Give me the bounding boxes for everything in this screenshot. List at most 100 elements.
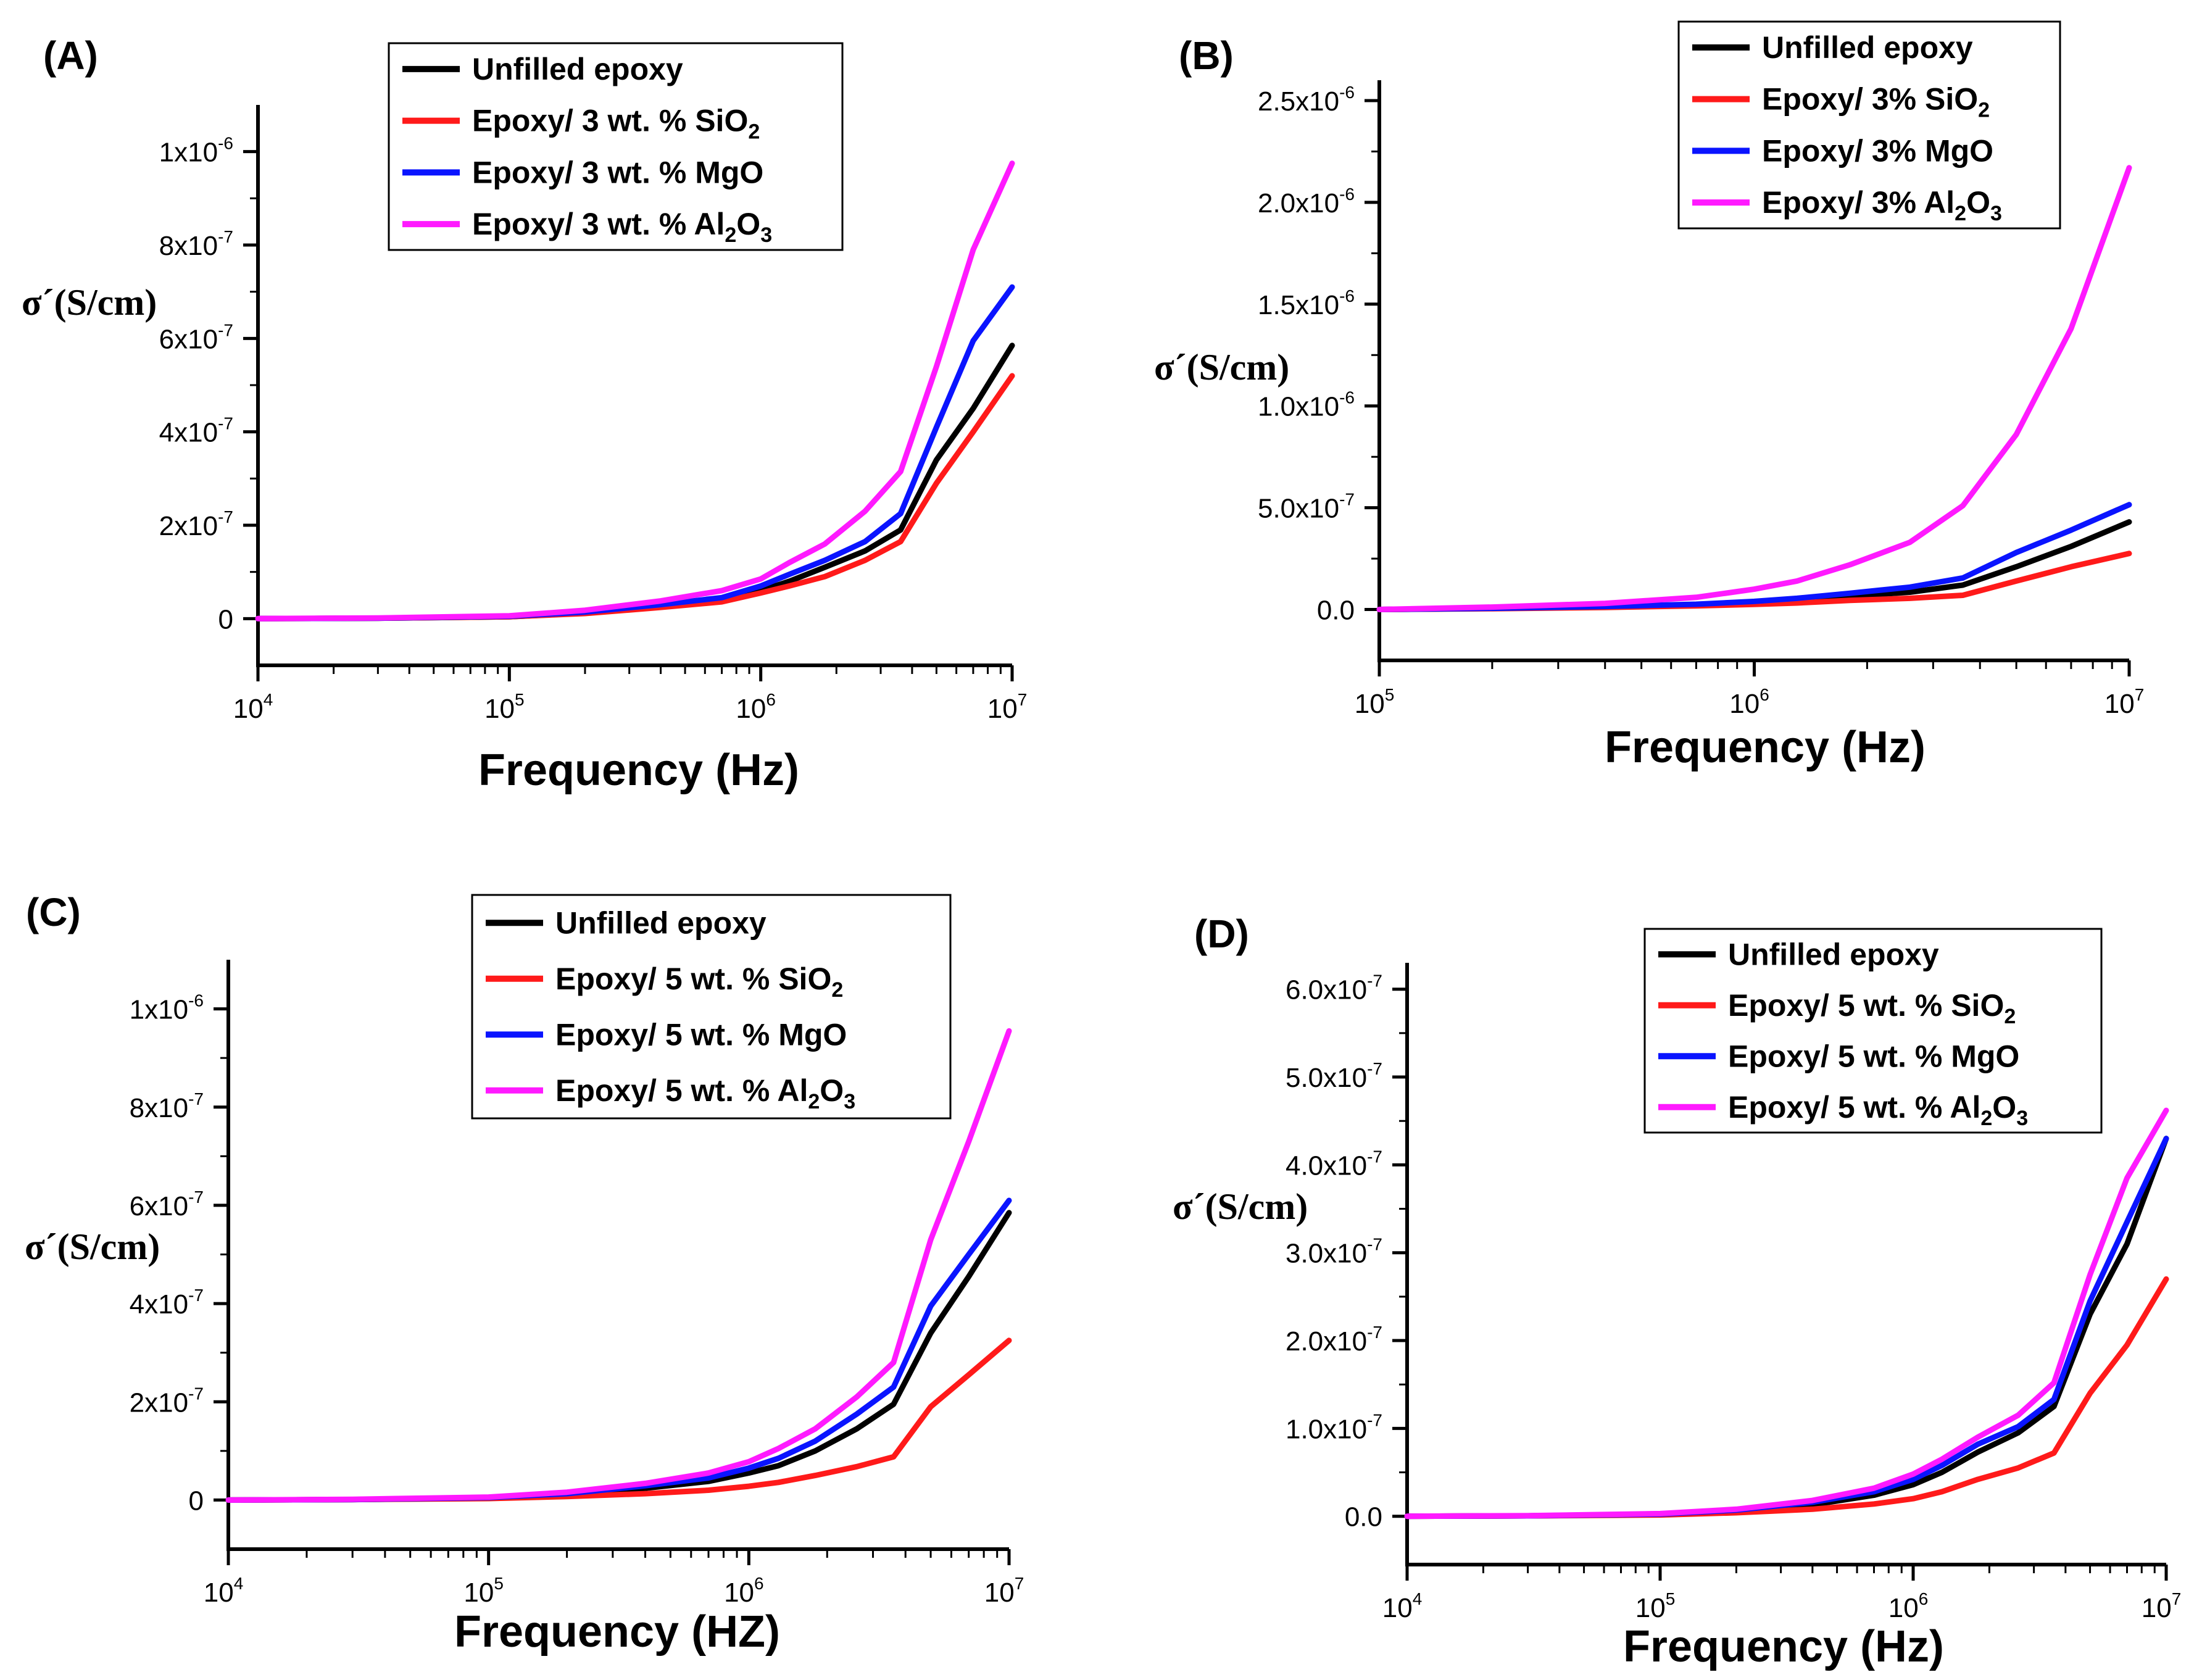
- y-tick-label-base: 6x10: [130, 1191, 188, 1221]
- y-tick-label: 1.0x10-6: [1258, 388, 1355, 422]
- y-tick-label-base: 1.5x10: [1258, 290, 1339, 320]
- y-tick-label-exponent: -7: [218, 320, 233, 339]
- y-tick-label: 0: [218, 604, 233, 634]
- legend: Unfilled epoxy Epoxy/ 3 wt. % SiO2 Epoxy/ …: [388, 42, 844, 251]
- x-tick-label: 106: [1888, 1589, 1929, 1623]
- y-tick-label-base: 4x10: [130, 1289, 188, 1320]
- y-tick-label: 2.0x10-7: [1286, 1323, 1382, 1357]
- y-axis-label: σ´(S/cm): [25, 1226, 160, 1267]
- x-tick-label-exponent: 7: [1018, 690, 1028, 709]
- y-tick-label-base: 0: [189, 1486, 204, 1516]
- panel-label: (B): [1179, 33, 1234, 78]
- y-tick-label-base: 3.0x10: [1286, 1239, 1367, 1269]
- y-tick-label: 0: [189, 1486, 204, 1516]
- x-tick-label-base: 10: [233, 694, 264, 724]
- legend-entry-text: Unfilled epoxy: [555, 905, 767, 940]
- y-axis-label: σ´(S/cm): [22, 282, 157, 323]
- x-tick-label-exponent: 4: [1413, 1589, 1423, 1608]
- x-tick-label: 104: [204, 1574, 244, 1608]
- y-tick-label: 0.0: [1317, 596, 1355, 626]
- legend-entry-text: Unfilled epoxy: [1762, 30, 1973, 65]
- legend-subscript: 2: [1978, 99, 1990, 122]
- legend-entry-tail: O: [1992, 1090, 2016, 1125]
- y-tick-label-base: 1x10: [159, 138, 218, 168]
- legend-box: [1643, 928, 2103, 1134]
- x-tick-label-exponent: 5: [1666, 1589, 1676, 1608]
- y-tick-label-base: 2x10: [159, 511, 218, 541]
- series-line-al2o3: [255, 160, 1015, 622]
- y-tick-label: 1x10-6: [130, 991, 204, 1025]
- legend-entry-text: Epoxy/ 3 wt. % MgO: [472, 155, 763, 189]
- y-tick-label-exponent: -6: [1339, 388, 1355, 407]
- legend-entry-text: Epoxy/ 3 wt. % Al: [472, 207, 725, 241]
- x-tick-label: 105: [463, 1574, 504, 1608]
- x-tick-label: 107: [984, 1574, 1024, 1608]
- legend-entry: Unfilled epoxy: [1728, 937, 1939, 971]
- y-tick-label-base: 8x10: [159, 231, 218, 261]
- legend-entry: Epoxy/ 3 wt. % MgO: [472, 155, 763, 189]
- x-tick-label-exponent: 7: [2135, 685, 2145, 704]
- legend-entry-tail: O: [820, 1073, 844, 1108]
- x-tick-label-exponent: 7: [2172, 1589, 2182, 1608]
- y-tick-label-exponent: -7: [1367, 1410, 1382, 1429]
- x-tick-label-exponent: 5: [494, 1574, 504, 1593]
- x-tick-label-base: 10: [736, 694, 766, 724]
- y-tick-label-exponent: -6: [1339, 83, 1355, 102]
- y-tick-label: 5.0x10-7: [1258, 490, 1355, 524]
- y-tick-label-base: 5.0x10: [1258, 494, 1339, 524]
- legend-box: [388, 42, 844, 251]
- y-tick-label: 6x10-7: [130, 1187, 204, 1221]
- series-line-al2o3: [225, 1028, 1012, 1503]
- x-tick-label-base: 10: [2104, 689, 2135, 719]
- legend-subscript: 2: [2004, 1005, 2016, 1028]
- x-axis-label: Frequency (Hz): [478, 746, 799, 795]
- x-tick-label-base: 10: [1355, 689, 1385, 719]
- legend-entry-text: Epoxy/ 5 wt. % MgO: [555, 1017, 847, 1052]
- legend-subscript: 2: [725, 223, 736, 247]
- x-axis-label: Frequency (Hz): [1605, 723, 1926, 772]
- y-tick-label-exponent: -7: [1367, 1147, 1382, 1166]
- y-tick-label-exponent: -7: [218, 227, 233, 246]
- y-tick-label: 5.0x10-7: [1286, 1059, 1382, 1093]
- y-tick-label: 1.5x10-6: [1258, 286, 1355, 320]
- y-tick-label-base: 8x10: [130, 1093, 188, 1123]
- legend-subscript: 2: [748, 120, 760, 144]
- x-tick-label-base: 10: [987, 694, 1018, 724]
- legend-subscript: 2: [1980, 1107, 1992, 1130]
- x-tick-label-exponent: 5: [1385, 685, 1395, 704]
- x-tick-label: 107: [2104, 685, 2145, 719]
- x-tick-label-exponent: 6: [1760, 685, 1769, 704]
- x-tick-label: 105: [484, 690, 525, 724]
- y-tick-label: 4x10-7: [130, 1286, 204, 1320]
- y-tick-label: 6x10-7: [159, 320, 233, 354]
- x-tick-label: 105: [1355, 685, 1395, 719]
- x-tick-label-exponent: 6: [1919, 1589, 1929, 1608]
- y-tick-label-exponent: -7: [1367, 1235, 1382, 1254]
- x-tick-label-base: 10: [2142, 1593, 2172, 1623]
- legend-entry-text: Epoxy/ 3% Al: [1762, 185, 1955, 220]
- x-tick-label-base: 10: [484, 694, 515, 724]
- y-tick-label-base: 1x10: [130, 995, 188, 1025]
- legend-entry: Epoxy/ 5 wt. % Al2O3: [1728, 1090, 2028, 1130]
- y-tick-label-base: 0.0: [1317, 596, 1355, 626]
- y-tick-label-base: 2.0x10: [1286, 1326, 1367, 1357]
- legend-subscript: 2: [831, 978, 843, 1002]
- legend-entry: Epoxy/ 3 wt. % SiO2: [472, 104, 760, 144]
- x-tick-label: 107: [2142, 1589, 2182, 1623]
- legend-subscript: 3: [1990, 202, 2002, 225]
- legend-entry: Epoxy/ 5 wt. % SiO2: [555, 962, 843, 1002]
- legend-entry-text: Epoxy/ 5 wt. % MgO: [1728, 1039, 2019, 1073]
- x-axis-label: Frequency (Hz): [1623, 1622, 1944, 1671]
- y-tick-label-exponent: -7: [218, 507, 233, 526]
- legend-subscript: 3: [2016, 1107, 2028, 1130]
- y-axis-label: σ´(S/cm): [1154, 347, 1289, 388]
- panel-label: (A): [43, 33, 98, 78]
- legend-entry: Epoxy/ 5 wt. % MgO: [1728, 1039, 2019, 1073]
- legend-entry: Unfilled epoxy: [472, 52, 683, 86]
- y-tick-label: 0.0: [1345, 1502, 1382, 1532]
- legend-entry: Epoxy/ 5 wt. % Al2O3: [555, 1073, 855, 1113]
- panel-a-chart: (A)104 105 106 10702x10-74x10-76x10-78x10-7…: [22, 33, 1027, 795]
- x-axis-label: Frequency (HZ): [454, 1607, 780, 1657]
